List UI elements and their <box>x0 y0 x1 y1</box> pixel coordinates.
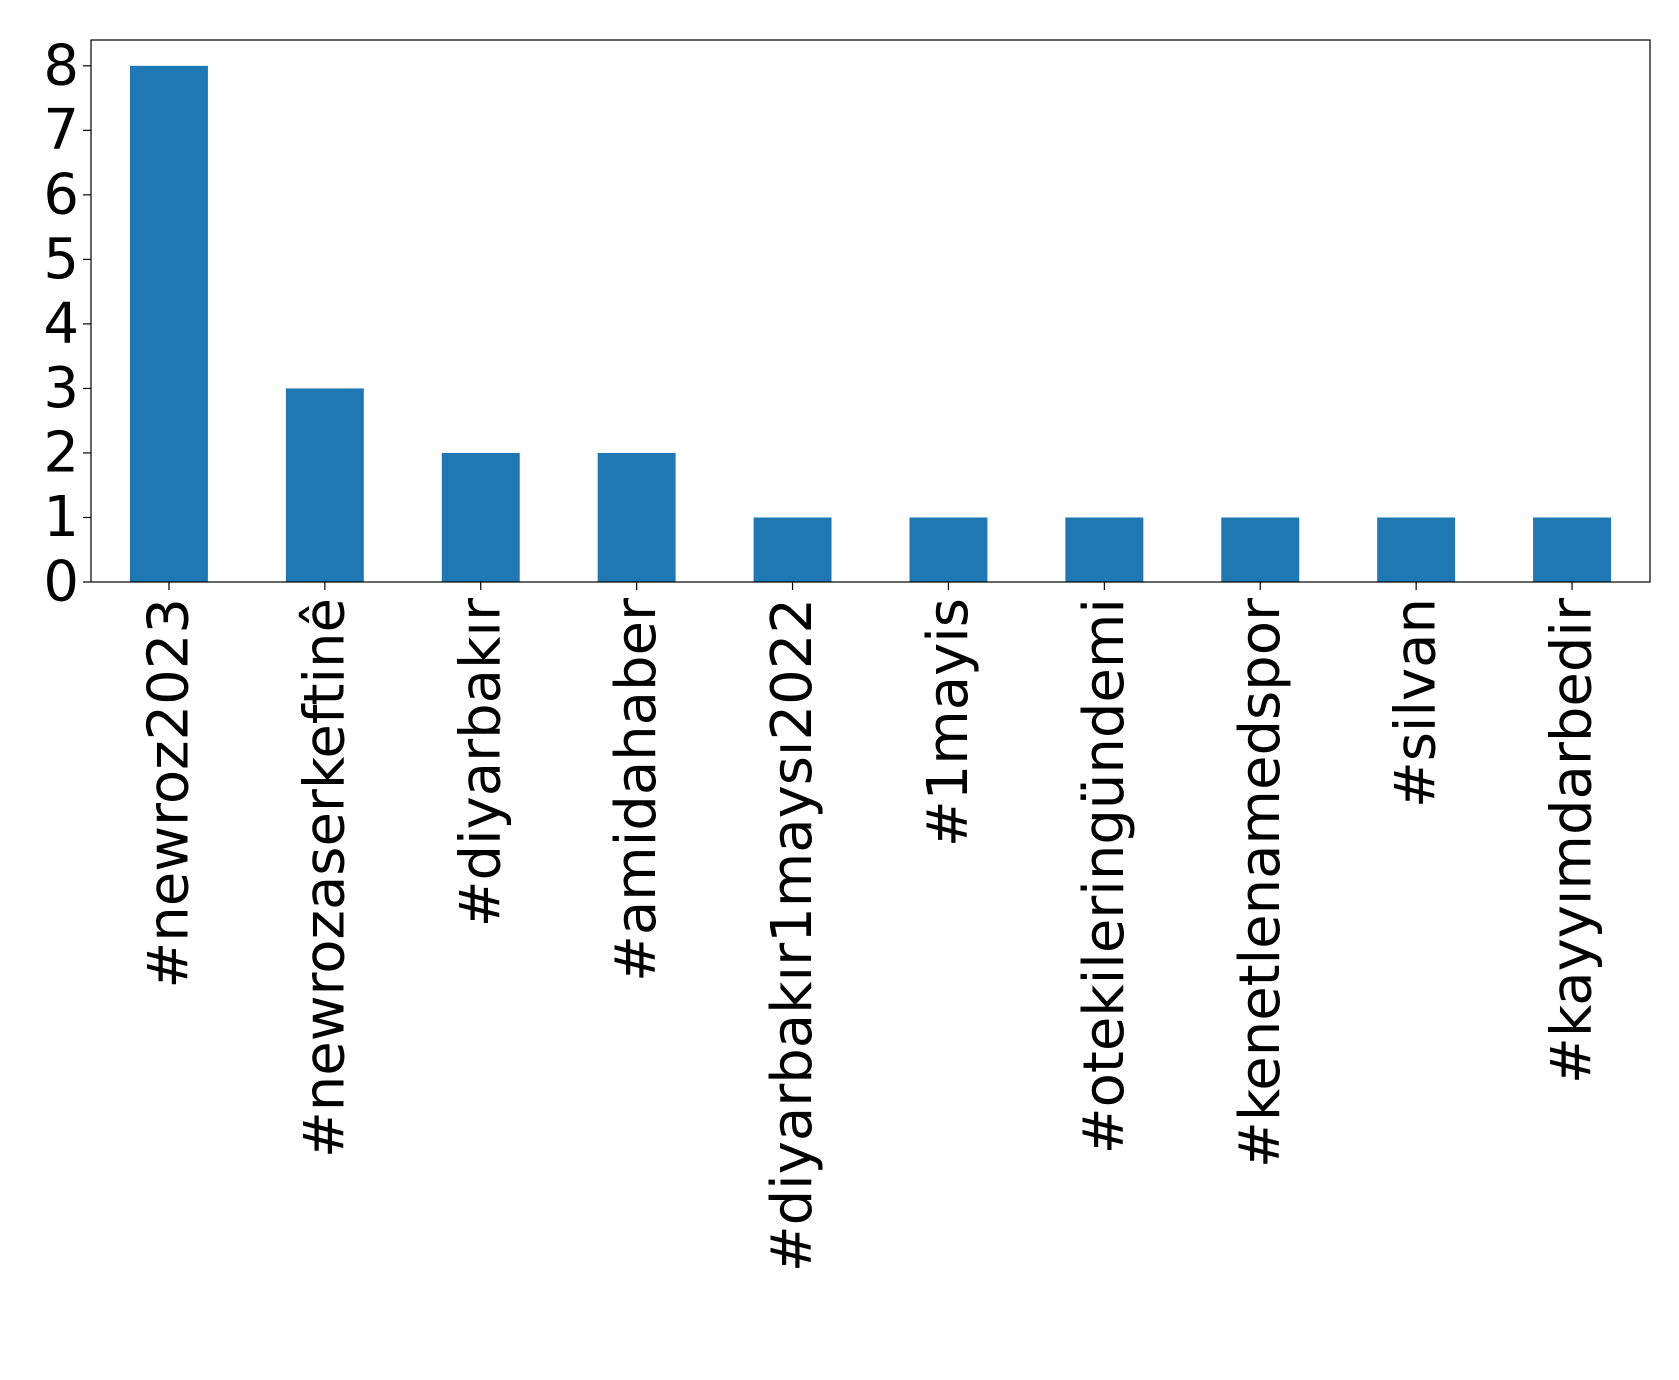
bar-9 <box>1533 517 1612 582</box>
y-tick-label-4: 4 <box>43 291 79 356</box>
x-axis: #newroz2023 #newrozaserkeftinê #diyarbakır… <box>136 582 1605 1272</box>
bars-group <box>129 65 1612 582</box>
y-tick-label-5: 5 <box>43 227 79 292</box>
y-tick-label-7: 7 <box>43 98 79 163</box>
x-tick-label-3: #amidahaber <box>604 597 669 982</box>
x-tick-label-7: #kenetlenamedspor <box>1228 597 1293 1168</box>
x-tick-label-1: #newrozaserkeftinê <box>292 598 357 1158</box>
bar-1 <box>285 388 364 582</box>
bar-6 <box>1065 517 1144 582</box>
y-tick-label-3: 3 <box>43 356 79 421</box>
y-tick-label-6: 6 <box>43 162 79 227</box>
y-tick-label-0: 0 <box>43 550 79 615</box>
x-tick-label-8: #silvan <box>1384 598 1449 808</box>
plot-frame <box>90 39 1651 583</box>
bar-5 <box>909 517 988 582</box>
x-tick-label-4: #diyarbakır1maysı2022 <box>760 598 825 1272</box>
bar-8 <box>1377 517 1456 582</box>
bar-7 <box>1221 517 1300 582</box>
x-tick-label-2: #diyarbakır <box>448 597 513 927</box>
bar-0 <box>129 65 208 582</box>
y-tick-label-8: 8 <box>43 33 79 98</box>
x-tick-label-0: #newroz2023 <box>136 598 201 989</box>
x-tick-label-5: #1mayis <box>916 598 981 847</box>
y-tick-label-1: 1 <box>43 485 79 550</box>
y-tick-label-2: 2 <box>43 420 79 485</box>
bar-2 <box>441 452 520 582</box>
x-tick-label-6: #otekileringündemi <box>1072 598 1137 1154</box>
bar-4 <box>753 517 832 582</box>
x-tick-label-9: #kayyımdarbedir <box>1540 597 1605 1084</box>
bar-3 <box>597 452 676 582</box>
